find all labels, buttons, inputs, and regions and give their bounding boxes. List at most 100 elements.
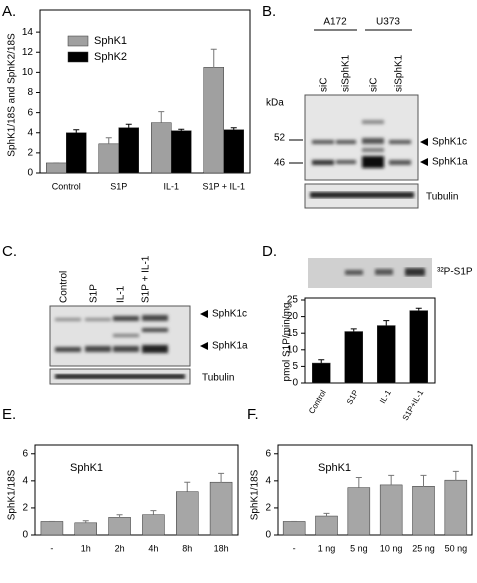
x-tick-label: - (293, 543, 296, 553)
y-tick-label: 4 (22, 475, 28, 486)
band (310, 192, 414, 198)
y-tick-label: 15 (287, 328, 299, 339)
y-tick-label: 2 (22, 503, 28, 514)
bar (409, 310, 428, 384)
chart-title: SphK1 (318, 462, 351, 474)
chart-title: SphK1 (70, 462, 103, 474)
x-tick-label: 5 ng (350, 543, 368, 553)
plot-frame (304, 297, 436, 384)
x-tick-label: IL-1 (378, 388, 393, 405)
y-tick-label: 0 (27, 168, 33, 179)
panel-label: E. (2, 406, 16, 423)
bar (66, 132, 87, 174)
x-tick-label: S1P+IL-1 (401, 388, 426, 422)
x-tick-label: 50 ng (445, 543, 468, 553)
bar (412, 486, 435, 536)
band-label: SphK1c (432, 137, 467, 148)
y-tick-label: 0 (265, 530, 271, 541)
marker-label: 46 (274, 158, 286, 169)
blot (304, 94, 419, 181)
blot-c: Control S1P IL-1 S1P + IL-1 SphK1c SphK1… (49, 255, 248, 385)
bar (176, 491, 199, 536)
x-tick-label: 18h (214, 543, 229, 553)
y-tick-label: 0 (292, 378, 298, 389)
x-tick-label: S1P (345, 389, 360, 407)
bar (379, 484, 403, 536)
x-tick-label: 10 ng (380, 543, 403, 553)
y-tick-label: 6 (22, 448, 28, 459)
error-bar (383, 320, 390, 326)
error-bar (355, 476, 362, 488)
error-bar (158, 111, 165, 123)
error-bar (82, 520, 89, 523)
error-bar (73, 129, 80, 133)
bar (444, 479, 468, 536)
bar (223, 129, 244, 174)
x-tick-label: - (50, 543, 53, 553)
y-tick-label: 5 (292, 361, 298, 372)
legend-swatch (67, 51, 89, 63)
marker-label: 52 (274, 133, 286, 144)
y-tick-label: 20 (287, 311, 299, 322)
error-bar (210, 48, 217, 68)
error-bar (105, 137, 112, 144)
legend-swatch (67, 35, 89, 47)
bar (203, 67, 224, 174)
y-axis-label: SphK1/18S (250, 469, 261, 520)
bar (377, 325, 396, 384)
error-bar (388, 474, 395, 485)
lane-label: IL-1 (116, 285, 127, 303)
bar (151, 122, 172, 174)
bar (74, 522, 97, 536)
group-label: A172 (323, 17, 347, 28)
x-tick-label: IL-1 (163, 181, 179, 191)
x-tick-label: 25 ng (412, 543, 435, 553)
error-bar (420, 474, 427, 487)
blot-b: A172 U373 siC siSphK1 siC siSphK1 kDa 52… (266, 17, 468, 209)
bar (171, 130, 192, 174)
x-tick-label: 1 ng (318, 543, 336, 553)
plot-frame (277, 444, 473, 536)
y-tick-label: 6 (265, 448, 271, 459)
error-bar (218, 472, 225, 483)
error-bar (178, 128, 185, 131)
bar (209, 481, 233, 536)
legend-label: SphK1 (94, 35, 127, 47)
lane-label: siC (319, 78, 330, 92)
x-tick-label: 8h (182, 543, 192, 553)
bar (118, 127, 139, 174)
bar (46, 162, 67, 174)
y-tick-label: 14 (22, 27, 34, 38)
group-label: U373 (376, 17, 400, 28)
bar (282, 521, 306, 536)
lane-label: S1P + IL-1 (141, 255, 152, 303)
y-tick-label: 8 (27, 87, 33, 98)
error-bar (323, 512, 330, 517)
legend-label: SphK2 (94, 51, 127, 63)
y-tick-label: 0 (22, 530, 28, 541)
bar (312, 362, 331, 384)
loading-label: Tubulin (426, 192, 458, 203)
error-bar (125, 123, 132, 128)
y-tick-label: 12 (22, 47, 34, 58)
x-tick-label: S1P + IL-1 (202, 181, 245, 191)
y-tick-label: 2 (27, 148, 33, 159)
error-bar (452, 470, 459, 481)
x-tick-label: S1P (110, 181, 127, 191)
x-tick-label: 2h (115, 543, 125, 553)
panel-label: D. (262, 243, 277, 260)
panel-label: C. (2, 243, 17, 260)
error-bar (230, 127, 237, 130)
y-tick-label: 10 (22, 67, 34, 78)
band-label: SphK1c (212, 309, 247, 320)
y-tick-label: 2 (265, 503, 271, 514)
band-label: SphK1a (432, 157, 468, 168)
loading-label: Tubulin (202, 373, 234, 384)
y-tick-label: 4 (265, 475, 271, 486)
lane-label: siSphK1 (341, 54, 352, 92)
error-bar (184, 481, 191, 492)
y-tick-label: 10 (287, 344, 299, 355)
bar (40, 521, 64, 536)
band-label: SphK1a (212, 341, 248, 352)
